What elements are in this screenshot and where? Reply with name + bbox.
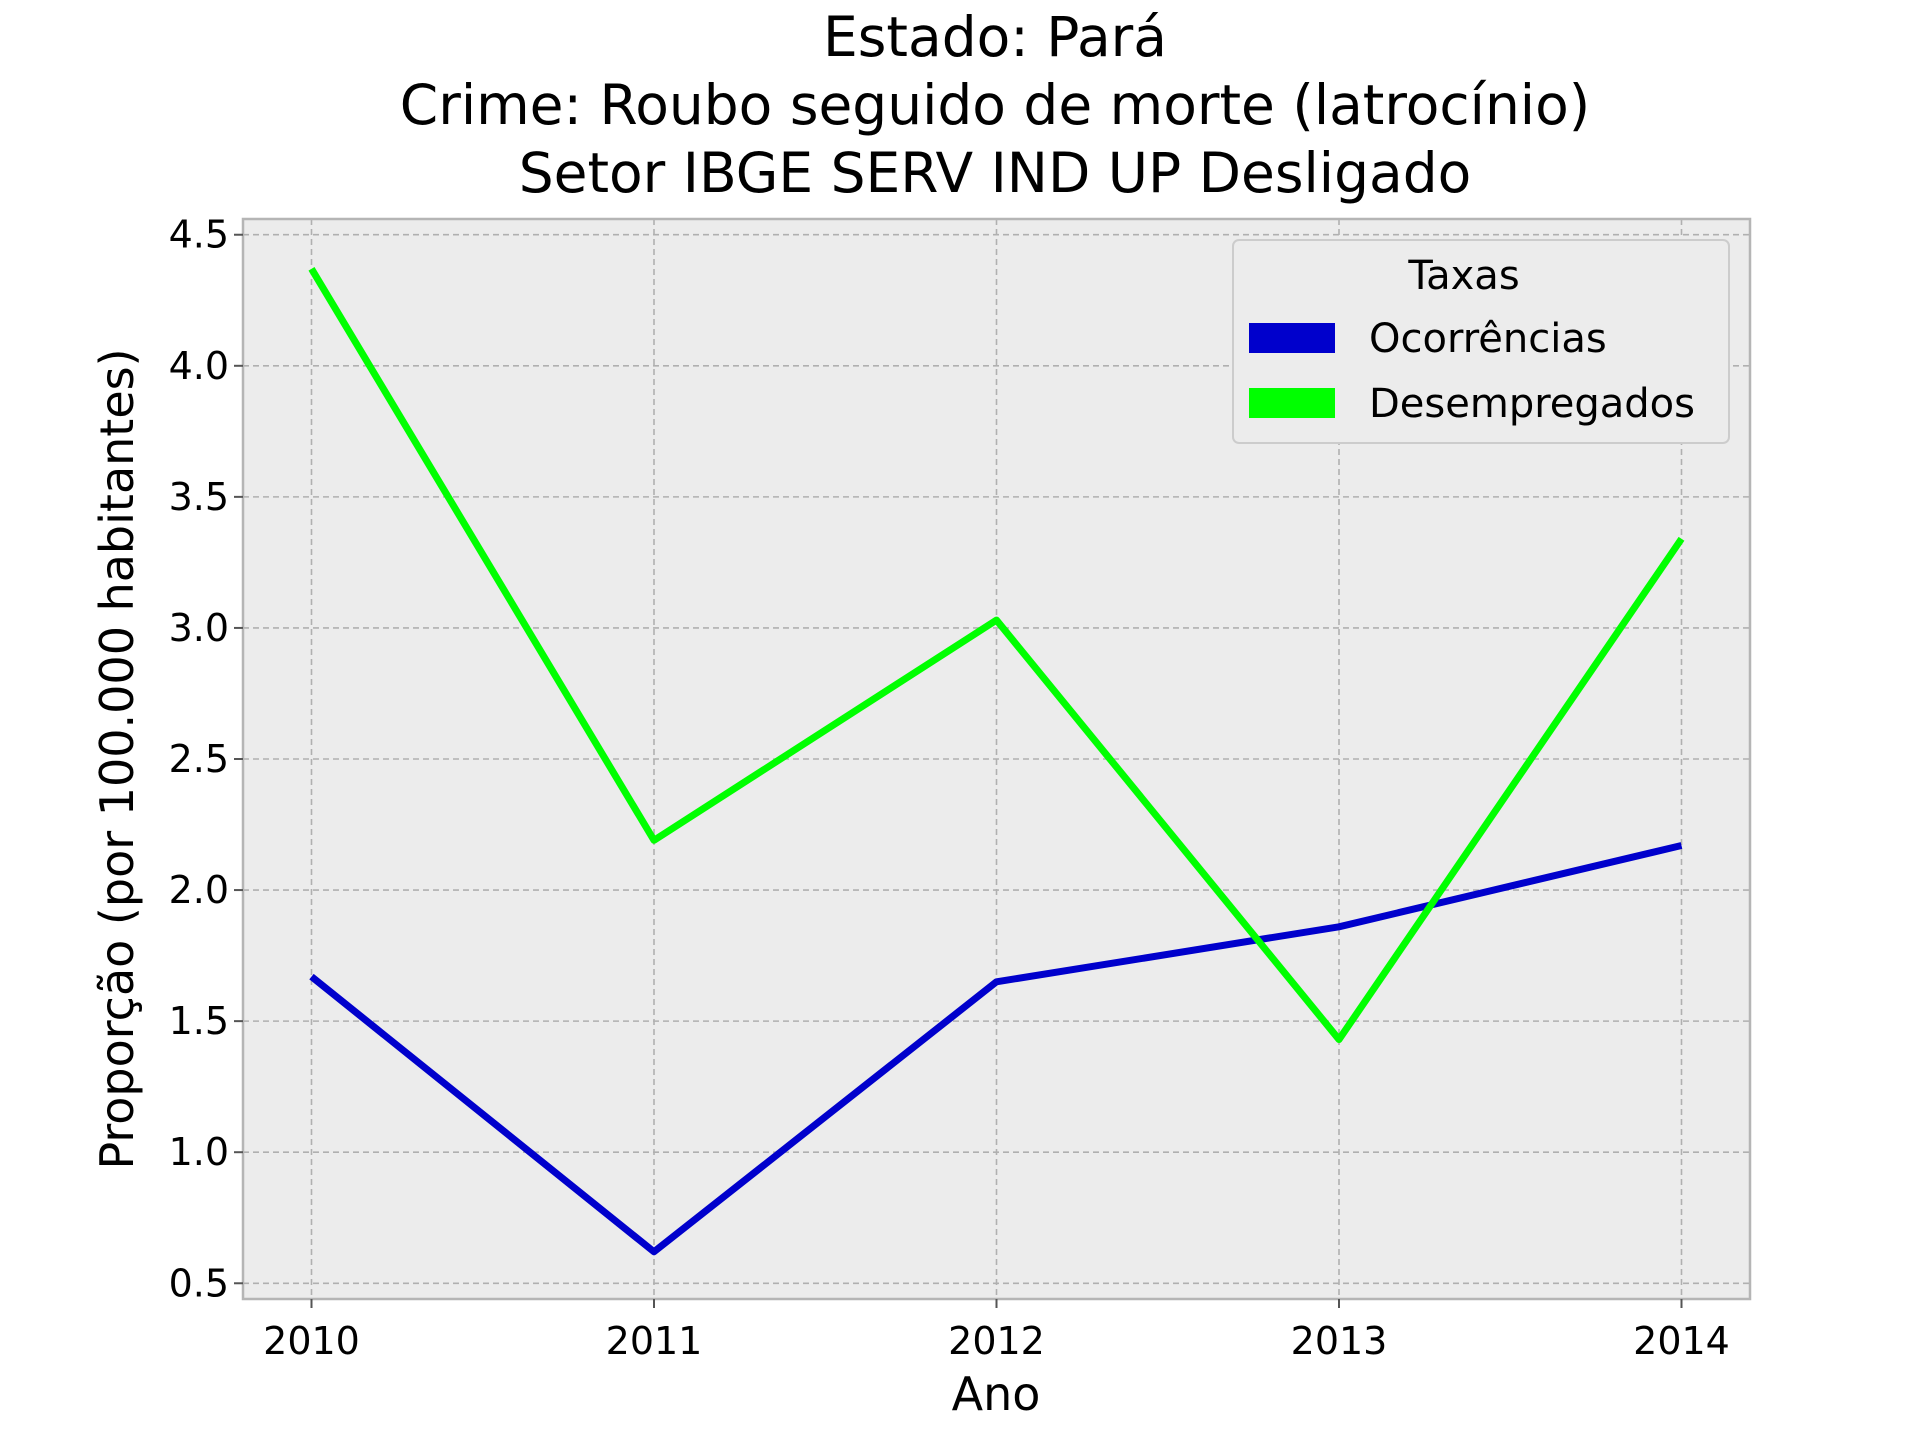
- series-line-desempregados: [308, 267, 1685, 1043]
- y-tick-label: 4.5: [169, 213, 229, 257]
- legend: Taxas Ocorrências Desempregados: [1232, 239, 1730, 444]
- y-axis-label: Proporção (por 100.000 habitantes): [90, 348, 144, 1169]
- x-axis-label: Ano: [952, 1367, 1041, 1421]
- legend-label-ocorrencias: Ocorrências: [1369, 316, 1607, 362]
- x-tick-label: 2014: [1633, 1319, 1730, 1363]
- x-tick-label: 2010: [263, 1319, 360, 1363]
- chart-title-line-2: Crime: Roubo seguido de morte (latrocíni…: [400, 73, 1590, 137]
- y-tick-label: 3.0: [169, 606, 229, 650]
- legend-swatch-desempregados: [1249, 388, 1335, 418]
- series-lines: [308, 267, 1685, 1256]
- y-tick-label: 2.0: [169, 868, 229, 912]
- grid-lines: [243, 219, 1750, 1299]
- y-tick-label: 3.5: [169, 475, 229, 519]
- x-tick-label: 2011: [606, 1319, 703, 1363]
- y-tick-label: 0.5: [169, 1261, 229, 1305]
- y-tick-label: 1.5: [169, 999, 229, 1043]
- chart-title: Estado: Pará Crime: Roubo seguido de mor…: [400, 5, 1590, 205]
- series-line-ocorrencias: [309, 842, 1683, 1256]
- y-tick-label: 1.0: [169, 1130, 229, 1174]
- legend-swatch-ocorrencias: [1249, 323, 1335, 353]
- y-tick-label: 2.5: [169, 737, 229, 781]
- axis-ticks: 2010 2011 2012 2013 2014 0.5 1.0 1.5 2.0 2.5 3.0 3.…: [169, 213, 1730, 1363]
- x-tick-label: 2012: [948, 1319, 1045, 1363]
- y-tick-label: 4.0: [169, 344, 229, 388]
- legend-label-desempregados: Desempregados: [1369, 381, 1695, 427]
- legend-box: [1232, 239, 1730, 444]
- chart-title-line-3: Setor IBGE SERV IND UP Desligado: [519, 141, 1472, 205]
- legend-title: Taxas: [1407, 253, 1519, 299]
- chart-title-line-1: Estado: Pará: [823, 5, 1167, 69]
- x-tick-label: 2013: [1291, 1319, 1388, 1363]
